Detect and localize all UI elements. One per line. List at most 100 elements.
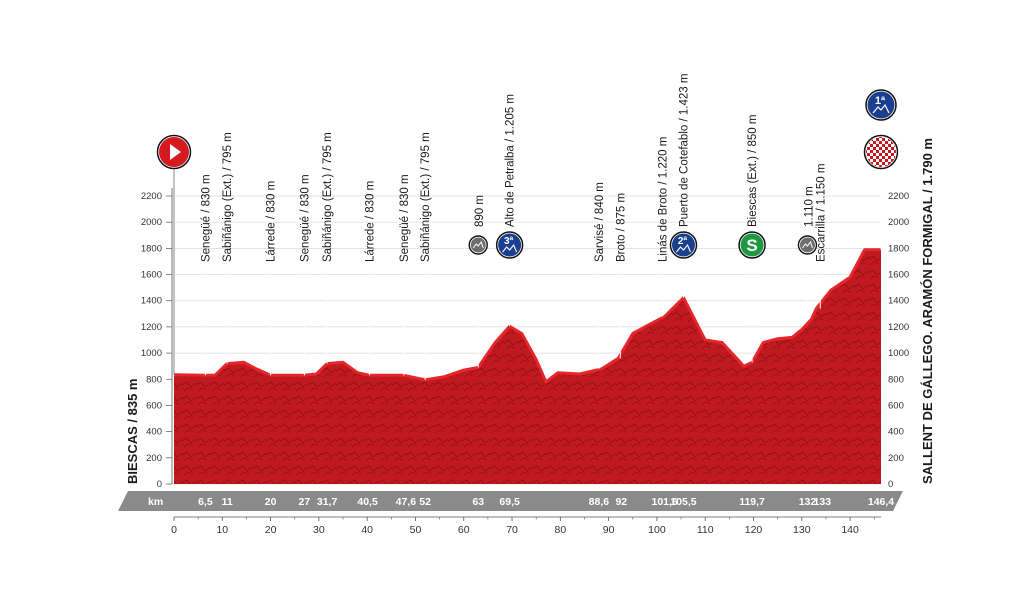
km-marker-label: 146,4: [868, 496, 894, 508]
waypoint-label: 1.110 m: [803, 186, 815, 227]
waypoint-label: Puerto de Cotefablo / 1.423 m: [678, 74, 690, 227]
y-tick-label-right: 600: [888, 400, 904, 411]
x-tick-label: 120: [745, 524, 763, 536]
x-tick-label: 0: [171, 524, 177, 536]
waypoint-label: Biescas (Ext.) / 850 m: [747, 115, 759, 227]
y-tick-label-right: 1800: [888, 243, 909, 254]
y-tick-label-right: 1000: [888, 348, 909, 359]
waypoint-label: Senegüé / 830 m: [200, 174, 212, 262]
waypoint-label: Lárrede / 830 m: [266, 181, 278, 262]
climb-badge-text: 2ª: [678, 236, 688, 247]
km-marker-label: 133: [814, 496, 832, 508]
km-marker-label: 6,5: [198, 496, 213, 508]
km-marker-label: 119,7: [739, 496, 765, 508]
waypoint-label: Linás de Broto / 1.220 m: [658, 137, 670, 262]
km-marker-label: 69,5: [499, 496, 520, 508]
km-marker-label: 31,7: [317, 496, 338, 508]
climb-badge-mountain: [502, 243, 518, 253]
km-marker-label: 27: [299, 496, 311, 508]
y-tick-label-left: 1000: [141, 348, 162, 359]
play-icon: [170, 144, 181, 160]
waypoint-label: Sarvisé / 840 m: [594, 182, 606, 262]
y-tick-label-left: 2200: [141, 191, 162, 202]
y-tick-label-right: 0: [888, 479, 893, 490]
y-tick-label-left: 1600: [141, 270, 162, 281]
km-marker-band: km 6,5 11 20 27 31,7 40,5 47,6 52 63 69,5 88,6 92 101…: [118, 491, 903, 511]
y-tick-label-left: 1200: [141, 322, 162, 333]
cat-badge-fill: [799, 237, 815, 253]
y-tick-label-right: 2200: [888, 191, 909, 202]
waypoint-label: Broto / 875 m: [615, 193, 627, 262]
climb-badges: 3ª 2ª S 1ª: [468, 89, 899, 259]
climb-category-icon: 3ª: [495, 231, 524, 259]
km-band-unit: km: [148, 496, 163, 508]
finish-climb-mountain: [872, 103, 890, 114]
waypoint-label: Senegüé / 830 m: [299, 174, 311, 262]
y-tick-label-right: 1400: [888, 296, 909, 307]
climb-badge-text: 3ª: [504, 236, 514, 247]
profile-area: [174, 249, 881, 484]
km-marker-label: 20: [265, 496, 277, 508]
x-tick-label: 60: [458, 524, 470, 536]
waypoint-label: Sabiñánigo (Ext.) / 795 m: [222, 132, 234, 262]
sprint-badge-text: S: [746, 236, 757, 255]
y-axis-left: 0 200 400 600 800 1000 1200 1400 1600 1800 2000 220…: [141, 188, 173, 490]
y-tick-label-right: 2000: [888, 217, 909, 228]
start-label: BIESCAS / 835 m: [125, 379, 140, 485]
cat-badge-mountain: [472, 240, 484, 249]
waypoint-label: Alto de Petralba / 1.205 m: [505, 94, 517, 227]
x-tick-label: 90: [603, 524, 615, 536]
x-tick-label: 140: [841, 524, 859, 536]
climb-marker-icon: [468, 235, 488, 255]
y-tick-label-left: 2000: [141, 217, 162, 228]
cat-badge-fill: [470, 237, 486, 253]
km-marker-label: 47,6: [396, 496, 417, 508]
km-marker-label: 88,6: [589, 496, 610, 508]
cat-badge-mountain: [802, 240, 813, 249]
x-tick-label: 70: [506, 524, 518, 536]
y-tick-label-right: 400: [888, 427, 904, 438]
y-axis-right: 0 200 400 600 800 1000 1200 1400 1600 1800 2000 220…: [888, 191, 909, 490]
x-axis-km: 0 10 20 30 40 50 60 70 80 90 100 110 120 130 140: [171, 516, 881, 536]
x-tick-label: 10: [216, 524, 228, 536]
waypoint-label: Sabiñánigo (Ext.) / 795 m: [420, 132, 432, 262]
y-tick-label-right: 800: [888, 374, 904, 385]
waypoint-label: Senegüé / 830 m: [399, 174, 411, 262]
waypoint-leaders: [204, 169, 882, 380]
y-tick-label-left: 1400: [141, 296, 162, 307]
y-tick-label-right: 200: [888, 453, 904, 464]
km-band-background: [118, 491, 903, 511]
y-tick-label-left: 800: [146, 374, 162, 385]
waypoint-labels: Senegüé / 830 m Sabiñánigo (Ext.) / 795 m…: [200, 74, 827, 262]
y-tick-label-right: 1600: [888, 270, 909, 281]
climb-badge-mountain: [676, 243, 691, 253]
x-tick-label: 20: [265, 524, 277, 536]
y-tick-label-right: 1200: [888, 322, 909, 333]
finish-flag-checker: [866, 137, 896, 167]
y-tick-label-left: 1800: [141, 243, 162, 254]
waypoint-label: Sabiñánigo (Ext.) / 795 m: [322, 132, 334, 262]
y-tick-label-left: 600: [146, 400, 162, 411]
y-tick-label-left: 400: [146, 427, 162, 438]
finish-climb-text: 1ª: [875, 95, 886, 107]
waypoint-label: 890 m: [474, 195, 486, 227]
finish-label: SALLENT DE GÁLLEGO. ARAMÓN FORMIGAL / 1.…: [920, 138, 935, 484]
x-tick-label: 40: [361, 524, 373, 536]
y-tick-label-left: 0: [157, 479, 162, 490]
km-marker-label: 105,5: [670, 496, 696, 508]
elevation-profile: [173, 248, 881, 484]
climb-marker-icon: [797, 235, 818, 255]
y-tick-label-left: 200: [146, 453, 162, 464]
km-marker-label: 11: [222, 496, 233, 508]
km-marker-label: 52: [419, 496, 431, 508]
finish-climb-icon: 1ª: [865, 89, 897, 121]
x-tick-label: 100: [648, 524, 666, 536]
waypoint-label: Escarrilla / 1.150 m: [815, 164, 827, 262]
x-tick-label: 80: [554, 524, 566, 536]
end-labels: BIESCAS / 835 m SALLENT DE GÁLLEGO. ARAM…: [125, 138, 935, 484]
finish-flag-icon: [863, 134, 899, 170]
x-tick-label: 110: [697, 524, 714, 536]
x-tick-label: 130: [793, 524, 811, 536]
profile-ridge-line: [173, 248, 881, 384]
